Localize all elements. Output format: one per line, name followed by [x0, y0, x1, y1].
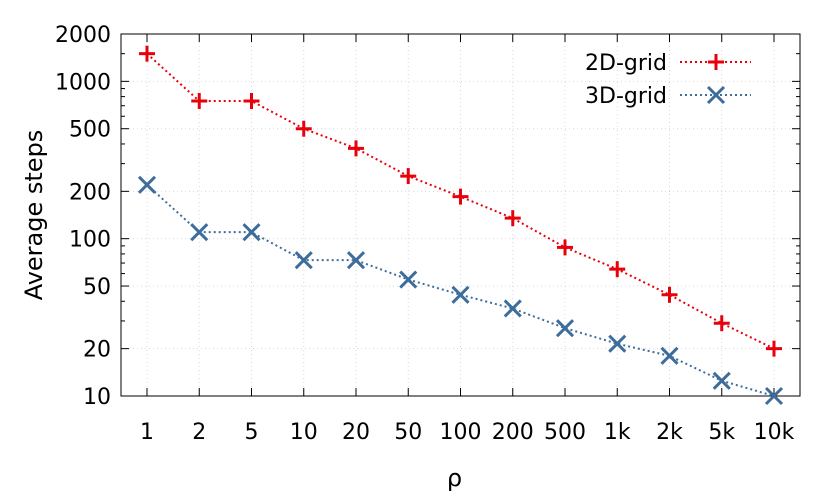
data-point — [243, 93, 260, 110]
legend-item: 2D-grid — [585, 51, 751, 76]
data-point — [557, 239, 573, 256]
data-point — [190, 223, 209, 242]
legend: 2D-grid 3D-grid — [585, 51, 751, 109]
legend-marker — [706, 85, 726, 105]
y-tick-label: 10 — [83, 385, 111, 410]
marker-stroke — [242, 223, 261, 242]
data-point — [295, 120, 312, 137]
series-layer — [137, 45, 784, 406]
legend-marker — [708, 54, 724, 70]
legend-label: 3D-grid — [585, 84, 667, 109]
x-tick-label: 5 — [245, 420, 259, 445]
series-2d-grid — [139, 45, 782, 357]
y-tick-label: 100 — [69, 228, 111, 253]
data-point — [400, 168, 417, 185]
data-point — [346, 251, 366, 270]
y-tick-label: 50 — [83, 275, 111, 300]
data-point — [608, 334, 627, 353]
x-tick-label: 2 — [192, 420, 206, 445]
data-point — [452, 188, 469, 205]
data-point — [661, 286, 678, 303]
x-tick-label: 10k — [754, 420, 795, 445]
marker-stroke — [346, 251, 366, 270]
x-tick-label: 2k — [656, 420, 683, 445]
data-point — [242, 223, 261, 242]
marker-stroke — [660, 346, 679, 365]
marker-stroke — [764, 386, 784, 406]
data-point — [137, 175, 157, 194]
y-tick-label: 500 — [69, 118, 111, 143]
x-tick-label: 1k — [604, 420, 631, 445]
marker-stroke — [706, 85, 726, 105]
data-point — [660, 346, 679, 365]
legend-label: 2D-grid — [585, 51, 667, 76]
y-tick-label: 2000 — [55, 23, 111, 48]
data-point — [451, 285, 470, 304]
x-tick-label: 10 — [290, 420, 318, 445]
data-point — [504, 210, 521, 227]
x-tick-label: 200 — [492, 420, 534, 445]
marker-stroke — [555, 319, 575, 338]
x-tick-label: 100 — [440, 420, 482, 445]
data-point — [764, 386, 784, 406]
x-tick-label: 1 — [140, 420, 154, 445]
data-point — [399, 270, 418, 289]
x-axis-title: ρ — [447, 464, 462, 492]
marker-stroke — [190, 223, 209, 242]
data-point — [139, 45, 155, 62]
data-point — [348, 140, 364, 157]
marker-stroke — [451, 285, 470, 304]
x-tick-label: 50 — [394, 420, 422, 445]
grid-lines — [121, 33, 800, 397]
data-point — [191, 93, 208, 110]
x-tick-label: 20 — [342, 420, 370, 445]
marker-stroke — [137, 175, 157, 194]
data-point — [609, 261, 626, 278]
y-axis-title: Average steps — [20, 130, 48, 301]
marker-stroke — [712, 371, 731, 390]
x-tick-label: 500 — [544, 420, 586, 445]
legend-item: 3D-grid — [585, 84, 751, 109]
y-tick-label: 200 — [69, 180, 111, 205]
marker-stroke — [399, 270, 418, 289]
marker-stroke — [503, 299, 522, 318]
y-axis-ticks: 10 20 50 100 200 500 1000 2000 — [55, 23, 800, 410]
x-tick-label: 5k — [708, 420, 735, 445]
x-axis-ticks: 1 2 5 10 20 50 100 200 500 1k 2k 5k 10k — [140, 34, 795, 445]
data-point — [766, 340, 782, 357]
y-tick-label: 20 — [83, 338, 111, 363]
data-point — [294, 251, 313, 270]
marker-stroke — [608, 334, 627, 353]
y-tick-label: 1000 — [55, 70, 111, 95]
data-point — [503, 299, 522, 318]
series-3d-grid — [137, 175, 784, 406]
data-point — [555, 319, 575, 338]
data-point — [713, 315, 730, 332]
data-point — [712, 371, 731, 390]
marker-stroke — [294, 251, 313, 270]
